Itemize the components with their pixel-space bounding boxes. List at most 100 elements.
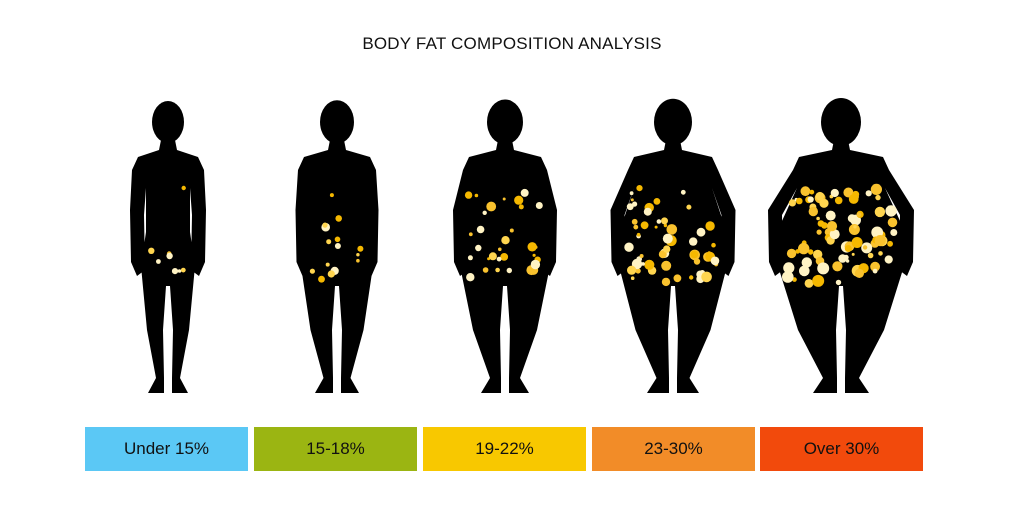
- head: [821, 98, 861, 146]
- fat-dot: [464, 191, 473, 199]
- fat-dot: [654, 225, 658, 229]
- fat-dot: [629, 191, 634, 196]
- fat-dot: [334, 236, 341, 243]
- fat-dot: [326, 239, 332, 245]
- fat-dot: [532, 253, 536, 257]
- fat-dot: [887, 240, 893, 247]
- silhouette: [453, 140, 557, 393]
- fat-dot: [800, 186, 811, 197]
- fat-dot: [488, 252, 497, 261]
- fat-dot: [845, 259, 850, 263]
- fat-dot: [663, 245, 671, 253]
- fat-dot: [870, 261, 880, 272]
- fat-dot: [884, 255, 893, 264]
- fat-dot: [808, 249, 814, 255]
- fat-dot: [496, 256, 502, 262]
- fat-dot: [476, 225, 485, 234]
- fat-dot: [475, 244, 482, 252]
- fat-dot: [809, 189, 815, 195]
- fat-dot: [356, 253, 360, 257]
- fat-dot: [832, 261, 843, 272]
- fat-dot: [890, 229, 898, 236]
- head: [152, 101, 184, 143]
- fat-dot: [514, 195, 524, 205]
- fat-dot: [636, 185, 643, 192]
- fat-dot: [875, 194, 881, 201]
- fat-dot: [501, 236, 510, 245]
- fat-dot: [851, 237, 863, 248]
- fat-dot: [318, 275, 325, 283]
- fat-dot: [829, 229, 840, 240]
- fat-dot: [635, 268, 641, 274]
- fat-dot: [711, 242, 716, 248]
- fat-dot: [335, 215, 343, 222]
- fat-dot: [856, 212, 862, 217]
- fat-dot: [495, 267, 500, 273]
- title: BODY FAT COMPOSITION ANALYSIS: [362, 34, 662, 53]
- fat-dot: [862, 245, 868, 250]
- fat-dot: [329, 193, 334, 198]
- fat-dot: [848, 224, 860, 235]
- fat-dot: [853, 225, 857, 229]
- fat-dot: [867, 252, 874, 259]
- fat-dot: [872, 268, 878, 274]
- fat-dot: [177, 269, 182, 273]
- fat-dot: [643, 207, 652, 216]
- fat-dot: [626, 203, 634, 211]
- fat-dot: [689, 237, 698, 246]
- category-label: Over 30%: [803, 439, 880, 458]
- fat-dot: [327, 270, 335, 278]
- fat-dot: [180, 267, 186, 273]
- fat-dot: [662, 233, 673, 244]
- fat-dot: [874, 206, 886, 218]
- fat-dot: [786, 248, 797, 259]
- category-label: Under 15%: [123, 439, 210, 458]
- fat-dot: [870, 183, 883, 195]
- fat-dot: [474, 193, 479, 198]
- fat-dot: [639, 254, 644, 258]
- fat-dot: [466, 273, 475, 282]
- fat-dot: [825, 210, 836, 221]
- fat-dot: [627, 265, 637, 275]
- category-band: 15-18%: [254, 427, 417, 471]
- fat-dot: [815, 191, 825, 201]
- fat-dot: [624, 242, 634, 252]
- fat-dot: [830, 188, 839, 198]
- fat-dot: [518, 204, 524, 210]
- fat-dot: [656, 219, 662, 224]
- fat-dot: [636, 232, 641, 237]
- fat-dot: [788, 199, 797, 207]
- fat-dot: [467, 255, 473, 261]
- fat-dot: [506, 267, 512, 274]
- head: [487, 99, 523, 145]
- fat-dot: [325, 262, 330, 267]
- fat-dot: [309, 268, 315, 274]
- fat-dot: [468, 232, 473, 237]
- fat-dot: [835, 279, 842, 286]
- fat-dot: [819, 198, 829, 208]
- category-label: 19-22%: [475, 439, 534, 458]
- fat-dot: [689, 275, 694, 280]
- fat-dot: [816, 216, 820, 221]
- category-band: 23-30%: [592, 427, 755, 471]
- fat-dot: [631, 218, 638, 225]
- fat-dot: [356, 258, 360, 263]
- category-label: 23-30%: [644, 439, 703, 458]
- fat-dot: [817, 262, 830, 275]
- fat-dot: [782, 271, 794, 283]
- fat-dot: [633, 224, 639, 230]
- silhouette: [130, 140, 206, 393]
- fat-dot: [801, 257, 812, 268]
- fat-dot: [874, 235, 886, 247]
- fat-dot: [798, 242, 810, 255]
- fat-dot: [817, 220, 825, 227]
- fat-dot: [878, 251, 883, 256]
- fat-dot: [482, 267, 489, 273]
- fat-dot: [535, 202, 543, 209]
- fat-dot: [844, 245, 852, 252]
- category-band: Under 15%: [85, 427, 248, 471]
- fat-dot: [498, 247, 502, 252]
- figures: [130, 98, 914, 393]
- fat-dot: [334, 243, 341, 249]
- category-label: 15-18%: [306, 439, 365, 458]
